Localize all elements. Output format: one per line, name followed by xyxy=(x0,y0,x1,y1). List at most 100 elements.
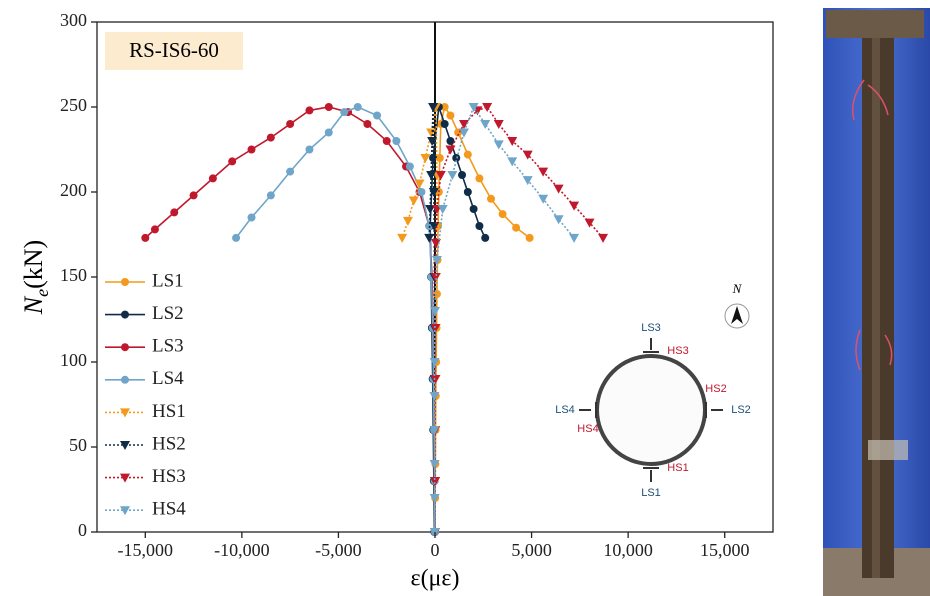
title-box xyxy=(105,32,243,70)
marker xyxy=(569,233,580,243)
marker xyxy=(232,233,241,242)
x-tick-label: -5,000 xyxy=(315,540,362,560)
marker xyxy=(447,171,458,180)
marker xyxy=(429,460,440,469)
y-label-main: N xyxy=(19,295,48,315)
plot-area xyxy=(141,22,609,537)
marker xyxy=(363,120,372,128)
inset-label: HS3 xyxy=(667,345,688,357)
marker xyxy=(430,273,441,282)
photo xyxy=(823,8,930,596)
marker xyxy=(266,133,275,142)
marker xyxy=(431,256,442,265)
marker xyxy=(584,218,595,228)
marker xyxy=(414,179,425,189)
legend-label: LS3 xyxy=(152,336,184,357)
marker xyxy=(397,233,408,243)
marker xyxy=(525,233,534,242)
north-arrow xyxy=(731,306,743,324)
y-tick-label: 300 xyxy=(60,10,87,30)
legend-label: HS4 xyxy=(152,499,186,520)
inset-label: HS2 xyxy=(705,383,726,395)
marker xyxy=(493,140,504,150)
marker xyxy=(324,128,333,137)
y-tick-label: 50 xyxy=(69,435,87,455)
marker xyxy=(429,392,440,401)
marker xyxy=(266,191,275,200)
marker xyxy=(463,188,472,196)
marker xyxy=(435,154,444,162)
legend-marker xyxy=(120,408,130,418)
marker xyxy=(522,150,533,160)
marker xyxy=(432,290,441,298)
x-tick-label: -10,000 xyxy=(214,540,270,560)
marker xyxy=(458,120,469,129)
photo-top-plate xyxy=(826,10,924,38)
marker xyxy=(480,120,491,129)
marker xyxy=(424,233,435,243)
legend-marker xyxy=(121,278,129,286)
legend-marker xyxy=(120,506,130,516)
marker xyxy=(487,194,496,203)
y-label-unit: (kN) xyxy=(19,240,48,289)
legend-marker xyxy=(120,473,130,483)
marker xyxy=(353,103,362,111)
legend-marker xyxy=(121,343,129,352)
marker xyxy=(475,174,484,183)
legend-marker xyxy=(121,310,129,319)
marker xyxy=(481,233,490,242)
x-tick-label: 0 xyxy=(431,540,440,560)
x-tick-label: 5,000 xyxy=(511,540,552,560)
legend-label: HS2 xyxy=(152,433,186,454)
marker xyxy=(445,145,456,155)
marker xyxy=(428,188,439,197)
marker xyxy=(446,111,455,120)
inset-label: HS1 xyxy=(667,462,688,474)
marker xyxy=(392,137,401,145)
y-tick-label: 200 xyxy=(60,180,87,200)
inset-label: LS2 xyxy=(731,404,751,416)
marker xyxy=(420,154,431,163)
marker xyxy=(475,222,484,230)
marker xyxy=(430,307,440,316)
marker xyxy=(430,324,441,333)
section-circle xyxy=(595,354,707,466)
marker xyxy=(440,103,449,111)
marker xyxy=(598,233,609,243)
marker xyxy=(463,150,472,159)
x-axis-label: ε(με) xyxy=(410,566,459,592)
marker xyxy=(427,137,438,146)
legend-marker xyxy=(121,375,129,384)
marker xyxy=(538,194,549,204)
inset-label: LS1 xyxy=(641,487,661,499)
marker xyxy=(247,145,256,154)
marker xyxy=(208,174,217,183)
x-tick-label: -15,000 xyxy=(118,540,174,560)
marker xyxy=(340,108,349,117)
legend-label: HS1 xyxy=(152,401,186,422)
marker xyxy=(498,210,507,219)
legend-label: LS2 xyxy=(152,303,184,324)
marker xyxy=(417,188,426,196)
marker xyxy=(189,191,198,200)
series-line xyxy=(429,106,486,533)
marker xyxy=(468,103,479,112)
marker xyxy=(429,358,440,367)
y-tick-label: 250 xyxy=(60,95,87,115)
marker xyxy=(429,154,438,162)
gauge-ticks xyxy=(579,338,723,482)
marker xyxy=(538,167,549,177)
y-tick-label: 150 xyxy=(60,265,87,285)
y-label-sub: e xyxy=(32,289,52,297)
legend-label: LS1 xyxy=(152,270,184,291)
legend-label: HS3 xyxy=(152,466,186,487)
photo-wires xyxy=(852,79,893,371)
marker xyxy=(553,215,564,225)
marker xyxy=(405,162,414,171)
marker xyxy=(170,208,179,217)
marker xyxy=(437,205,448,214)
marker xyxy=(507,157,518,167)
marker xyxy=(426,171,437,180)
y-tick-label: 0 xyxy=(78,520,87,540)
